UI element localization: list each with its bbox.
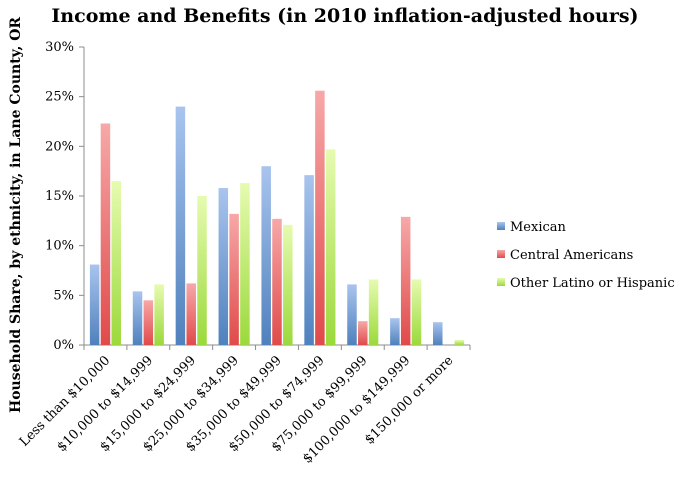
x-axis: Less than $10,000$10,000 to $14,999$15,0… <box>17 344 471 467</box>
y-axis: 0% 5% 10% 15% 20% 25% 30% <box>45 40 85 353</box>
legend-swatch <box>497 278 505 286</box>
legend-swatch <box>497 250 505 258</box>
bar <box>218 188 229 345</box>
bar <box>100 123 111 346</box>
bar <box>358 321 368 345</box>
bar <box>89 264 100 345</box>
bar <box>325 149 336 345</box>
legend: Mexican Central Americans Other Latino or … <box>497 220 675 291</box>
chart-title: Income and Benefits (in 2010 inflation-a… <box>51 5 638 27</box>
bar <box>229 213 239 345</box>
bar <box>272 218 282 345</box>
bar <box>304 175 314 345</box>
bar <box>390 318 400 345</box>
bar <box>411 279 422 345</box>
legend-label: Other Latino or Hispanic <box>510 276 675 291</box>
y-tick-label: 25% <box>45 90 74 105</box>
y-tick-label: 5% <box>53 288 74 303</box>
bars <box>89 90 465 346</box>
bar <box>454 340 465 345</box>
bar <box>143 300 154 345</box>
y-tick-label: 15% <box>45 189 74 204</box>
y-tick-label: 10% <box>45 239 74 254</box>
bar <box>283 224 293 345</box>
bar <box>347 284 357 345</box>
y-tick-label: 20% <box>45 139 74 154</box>
legend-swatch <box>497 222 505 230</box>
y-tick-label: 30% <box>45 40 74 55</box>
legend-label: Central Americans <box>510 248 633 263</box>
bar <box>186 283 196 345</box>
bar <box>261 166 271 345</box>
bar <box>400 216 411 345</box>
bar <box>154 284 164 345</box>
bar <box>240 183 250 345</box>
bar <box>433 322 443 345</box>
bar <box>368 279 379 345</box>
bar <box>315 90 325 346</box>
y-tick-label: 0% <box>53 338 74 353</box>
bar <box>132 291 143 345</box>
legend-label: Mexican <box>510 220 567 235</box>
bar <box>175 106 186 345</box>
y-axis-title: Household Share, by ethnicity, in Lane C… <box>8 17 24 413</box>
bar <box>111 181 121 345</box>
bar <box>197 196 207 345</box>
